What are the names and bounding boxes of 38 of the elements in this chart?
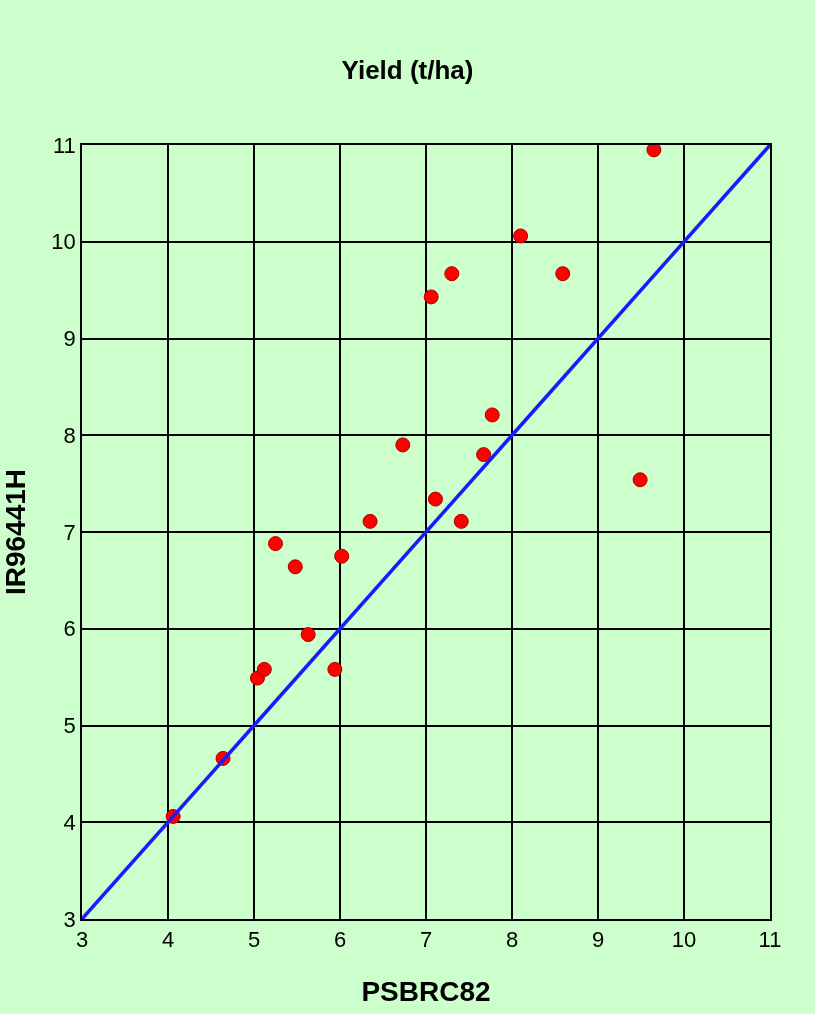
point: [287, 559, 303, 575]
point: [362, 513, 378, 529]
point: [256, 661, 272, 677]
y-tick-label: 6: [63, 616, 76, 642]
chart-title: Yield (t/ha): [341, 55, 474, 86]
x-tick-label: 9: [591, 927, 605, 953]
point: [632, 472, 648, 488]
point: [476, 447, 492, 463]
point: [268, 536, 283, 552]
y-axis-title: IR96441H: [0, 468, 31, 596]
y-tick-label: 11: [53, 132, 76, 158]
point: [395, 437, 411, 453]
y-tick-label: 5: [63, 713, 76, 739]
x-tick-label: 6: [333, 927, 347, 953]
point: [555, 266, 571, 282]
point: [513, 228, 529, 244]
point: [646, 145, 662, 158]
x-axis-title: PSBRC82: [361, 975, 491, 1007]
y-tick-label: 9: [63, 326, 76, 352]
y-tick-label: 3: [63, 906, 76, 932]
y-tick-label: 8: [63, 422, 76, 448]
x-tick-label: 5: [247, 927, 261, 953]
point: [444, 266, 460, 282]
y-tick-label: 10: [51, 229, 76, 255]
point: [300, 627, 316, 643]
y-tick-label: 7: [63, 519, 76, 545]
y-tick-label: 4: [63, 809, 76, 835]
x-tick-label: 11: [758, 927, 782, 953]
x-tick-label: 10: [671, 927, 697, 953]
x-tick-label: 8: [505, 927, 519, 953]
point: [423, 289, 439, 305]
x-tick-label: 4: [161, 927, 175, 953]
point: [334, 548, 350, 564]
x-tick-label: 7: [419, 927, 433, 953]
point: [427, 491, 443, 507]
point: [327, 661, 343, 677]
point: [484, 407, 500, 423]
point: [453, 513, 469, 529]
